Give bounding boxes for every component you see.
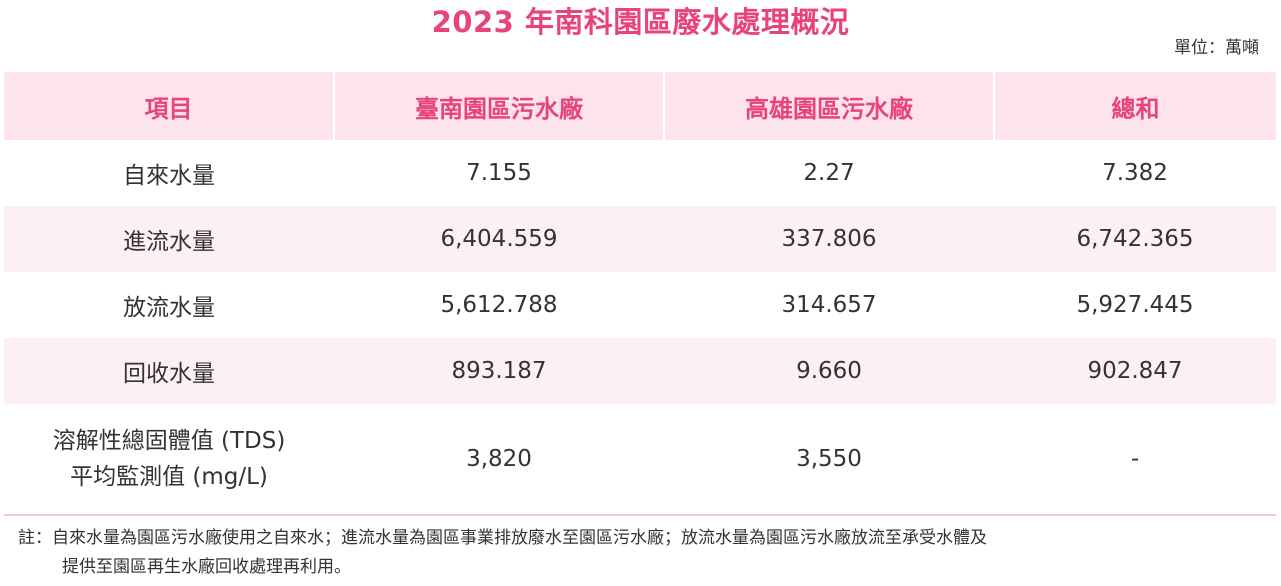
- row-label: 自來水量: [4, 140, 334, 206]
- cell-kaohsiung: 3,550: [664, 404, 994, 513]
- row-label-line1: 溶解性總固體值 (TDS): [53, 428, 286, 454]
- row-label: 回收水量: [4, 338, 334, 404]
- wastewater-table: 項目 臺南園區污水廠 高雄園區污水廠 總和 自來水量 7.155 2.27 7.…: [4, 72, 1276, 513]
- header-total: 總和: [994, 72, 1276, 140]
- row-label: 放流水量: [4, 272, 334, 338]
- footnote-line2: 提供至園區再生水廠回收處理再利用。: [18, 553, 1268, 582]
- row-label-line2: 平均監測值 (mg/L): [70, 464, 268, 490]
- cell-tainan: 5,612.788: [334, 272, 664, 338]
- cell-kaohsiung: 337.806: [664, 206, 994, 272]
- page-title: 2023 年南科園區廢水處理概況: [0, 2, 1281, 42]
- table-header-row: 項目 臺南園區污水廠 高雄園區污水廠 總和: [4, 72, 1276, 140]
- cell-total: -: [994, 404, 1276, 513]
- cell-kaohsiung: 314.657: [664, 272, 994, 338]
- cell-tainan: 893.187: [334, 338, 664, 404]
- cell-kaohsiung: 9.660: [664, 338, 994, 404]
- footnote: 註：自來水量為園區污水廠使用之自來水；進流水量為園區事業排放廢水至園區污水廠；放…: [18, 524, 1268, 582]
- cell-total: 5,927.445: [994, 272, 1276, 338]
- cell-tainan: 7.155: [334, 140, 664, 206]
- cell-total: 6,742.365: [994, 206, 1276, 272]
- table-row: 自來水量 7.155 2.27 7.382: [4, 140, 1276, 206]
- footnote-line1: 註：自來水量為園區污水廠使用之自來水；進流水量為園區事業排放廢水至園區污水廠；放…: [18, 528, 987, 548]
- header-tainan-plant: 臺南園區污水廠: [334, 72, 664, 140]
- cell-total: 7.382: [994, 140, 1276, 206]
- table-row: 回收水量 893.187 9.660 902.847: [4, 338, 1276, 404]
- header-kaohsiung-plant: 高雄園區污水廠: [664, 72, 994, 140]
- cell-kaohsiung: 2.27: [664, 140, 994, 206]
- cell-tainan: 3,820: [334, 404, 664, 513]
- table-bottom-divider: [4, 514, 1276, 516]
- cell-tainan: 6,404.559: [334, 206, 664, 272]
- row-label: 溶解性總固體值 (TDS) 平均監測值 (mg/L): [4, 404, 334, 513]
- table-row: 放流水量 5,612.788 314.657 5,927.445: [4, 272, 1276, 338]
- cell-total: 902.847: [994, 338, 1276, 404]
- table-row: 溶解性總固體值 (TDS) 平均監測值 (mg/L) 3,820 3,550 -: [4, 404, 1276, 513]
- row-label: 進流水量: [4, 206, 334, 272]
- unit-label: 單位：萬噸: [1174, 36, 1259, 60]
- table-row: 進流水量 6,404.559 337.806 6,742.365: [4, 206, 1276, 272]
- header-item: 項目: [4, 72, 334, 140]
